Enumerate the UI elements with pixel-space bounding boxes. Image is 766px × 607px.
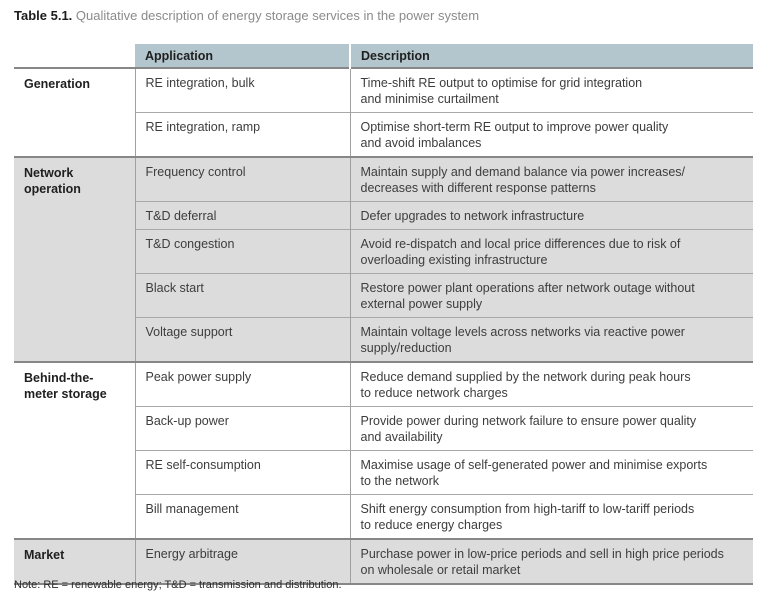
table-footnote: Note: RE = renewable energy; T&D = trans…	[14, 579, 342, 591]
table-row: Voltage support Maintain voltage levels …	[14, 317, 753, 362]
application-cell: Bill management	[134, 494, 350, 539]
table-row: Generation RE integration, bulk Time-shi…	[14, 67, 753, 157]
table-row: T&D congestion Avoid re-dispatch and loc…	[14, 229, 753, 274]
description-cell: Reduce demand supplied by the network du…	[349, 361, 753, 407]
table-row: Network operation Frequency control Main…	[14, 156, 753, 362]
application-cell: Voltage support	[134, 317, 350, 362]
column-header-description: Description	[349, 44, 753, 68]
table-row: RE self-consumption Maximise usage of se…	[14, 450, 753, 495]
table-row: Market Energy arbitrage Purchase power i…	[14, 538, 753, 585]
description-cell: Purchase power in low-price periods and …	[349, 538, 753, 585]
energy-storage-services-table: Application Description Generation RE in…	[14, 44, 753, 585]
description-cell: Maintain voltage levels across networks …	[349, 317, 753, 362]
description-cell: Restore power plant operations after net…	[349, 273, 753, 318]
header-row: Application Description	[14, 44, 753, 68]
description-cell: Defer upgrades to network infrastructure	[349, 201, 753, 230]
description-cell: Provide power during network failure to …	[349, 406, 753, 451]
application-cell: Energy arbitrage	[134, 538, 350, 585]
application-cell: T&D deferral	[134, 201, 350, 230]
application-cell: Back-up power	[134, 406, 350, 451]
table-row: Behind-the-meter storage Peak power supp…	[14, 361, 753, 539]
column-header-application: Application	[135, 44, 350, 68]
column-header-empty	[14, 44, 135, 68]
table-caption: Table 5.1. Qualitative description of en…	[14, 8, 479, 24]
group-label-behind-the-meter-storage: Behind-the-meter storage	[14, 361, 135, 539]
table-row: RE integration, ramp Optimise short-term…	[14, 112, 753, 157]
table-row: Black start Restore power plant operatio…	[14, 273, 753, 318]
description-cell: Maintain supply and demand balance via p…	[349, 156, 753, 202]
application-cell: RE integration, bulk	[134, 67, 350, 113]
application-cell: RE integration, ramp	[134, 112, 350, 157]
description-cell: Time-shift RE output to optimise for gri…	[349, 67, 753, 113]
table-number: Table 5.1.	[14, 8, 73, 23]
application-cell: Frequency control	[134, 156, 350, 202]
group-label-market: Market	[14, 538, 135, 585]
table-row: T&D deferral Defer upgrades to network i…	[14, 201, 753, 230]
application-cell: T&D congestion	[134, 229, 350, 274]
table-row: Back-up power Provide power during netwo…	[14, 406, 753, 451]
application-cell: Peak power supply	[134, 361, 350, 407]
group-label-generation: Generation	[14, 67, 135, 157]
application-cell: RE self-consumption	[134, 450, 350, 495]
description-cell: Avoid re-dispatch and local price differ…	[349, 229, 753, 274]
group-label-network-operation: Network operation	[14, 156, 135, 362]
table-caption-text: Qualitative description of energy storag…	[75, 8, 480, 23]
description-cell: Optimise short-term RE output to improve…	[349, 112, 753, 157]
description-cell: Shift energy consumption from high-tarif…	[349, 494, 753, 539]
description-cell: Maximise usage of self-generated power a…	[349, 450, 753, 495]
table-row: Bill management Shift energy consumption…	[14, 494, 753, 539]
application-cell: Black start	[134, 273, 350, 318]
